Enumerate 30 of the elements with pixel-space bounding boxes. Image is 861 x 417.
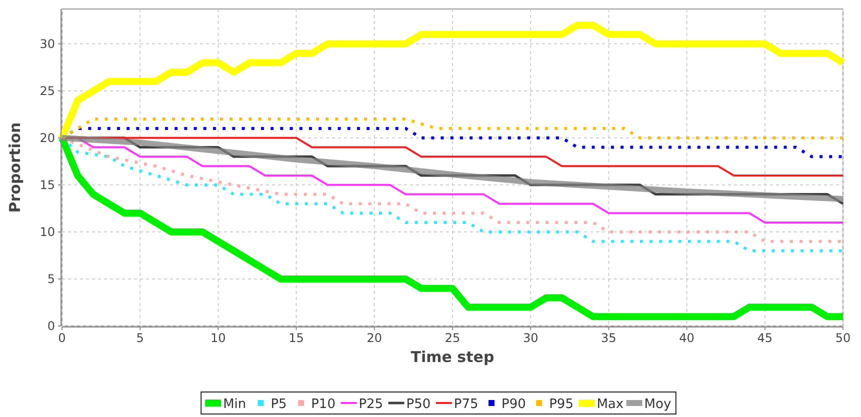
legend-label: P25: [358, 397, 384, 412]
legend-label: Min: [223, 397, 246, 412]
legend-label: P10: [311, 397, 336, 412]
x-tick-label: 5: [136, 331, 144, 345]
y-tick-label: 25: [40, 84, 55, 98]
y-tick-label: 0: [47, 319, 55, 333]
legend-label: Max: [596, 397, 624, 412]
x-tick-label: 15: [288, 331, 304, 345]
y-axis-title: Proportion: [6, 122, 24, 213]
x-tick-label: 25: [444, 331, 460, 345]
legend-label: Moy: [644, 397, 672, 412]
x-tick-label: 50: [835, 331, 851, 345]
x-tick-label: 20: [366, 331, 382, 345]
legend-label: P90: [502, 397, 526, 412]
y-tick-label: 10: [40, 224, 55, 239]
y-tick-label: 20: [40, 130, 55, 145]
x-tick-label: 40: [679, 331, 694, 345]
x-axis-title: Time step: [410, 348, 494, 366]
legend-label: P5: [270, 397, 287, 412]
y-tick-label: 15: [40, 178, 55, 192]
x-tick-label: 0: [58, 331, 66, 345]
x-tick-label: 10: [210, 331, 226, 345]
legend-label: P75: [454, 397, 478, 412]
x-tick-label: 30: [522, 331, 538, 345]
x-tick-label: 35: [601, 331, 616, 345]
y-tick-label: 5: [47, 272, 55, 286]
legend-label: P95: [549, 397, 574, 412]
y-tick-label: 30: [40, 36, 55, 51]
legend-label: P50: [406, 397, 431, 412]
x-tick-label: 45: [757, 331, 773, 345]
